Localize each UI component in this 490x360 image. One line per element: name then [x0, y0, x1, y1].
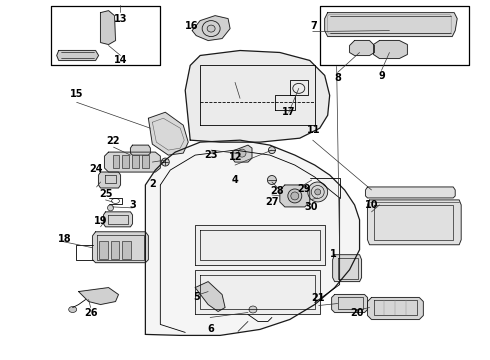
- Text: 6: 6: [207, 324, 214, 334]
- Text: 26: 26: [84, 308, 98, 318]
- Text: 23: 23: [204, 150, 218, 160]
- Text: 11: 11: [307, 125, 320, 135]
- Polygon shape: [373, 41, 407, 58]
- Polygon shape: [366, 187, 455, 198]
- Text: 19: 19: [94, 216, 108, 226]
- Polygon shape: [98, 172, 121, 188]
- Text: 30: 30: [304, 202, 318, 212]
- Polygon shape: [185, 50, 330, 142]
- Text: 28: 28: [270, 186, 284, 196]
- Polygon shape: [195, 282, 225, 311]
- Polygon shape: [93, 232, 148, 263]
- Text: 15: 15: [70, 89, 83, 99]
- Bar: [122, 241, 131, 259]
- Text: 27: 27: [265, 197, 279, 207]
- Text: 3: 3: [129, 200, 136, 210]
- Ellipse shape: [288, 189, 302, 203]
- Text: 29: 29: [297, 184, 310, 194]
- Ellipse shape: [161, 158, 169, 166]
- Polygon shape: [195, 225, 325, 265]
- Text: 8: 8: [334, 73, 341, 83]
- Polygon shape: [332, 294, 368, 312]
- Ellipse shape: [207, 25, 215, 32]
- Text: 4: 4: [232, 175, 239, 185]
- Bar: [98, 241, 107, 259]
- Polygon shape: [104, 152, 160, 172]
- Text: 25: 25: [99, 189, 113, 199]
- Bar: [111, 241, 120, 259]
- Text: 2: 2: [149, 179, 156, 189]
- Text: 5: 5: [193, 292, 199, 302]
- Text: 16: 16: [185, 21, 198, 31]
- Bar: [132, 155, 140, 168]
- Ellipse shape: [249, 306, 257, 313]
- Ellipse shape: [315, 189, 321, 195]
- Text: 14: 14: [114, 55, 127, 65]
- Polygon shape: [195, 270, 319, 315]
- Bar: [143, 155, 149, 168]
- Polygon shape: [232, 145, 252, 162]
- Polygon shape: [130, 145, 150, 155]
- Polygon shape: [192, 15, 230, 41]
- Ellipse shape: [268, 176, 276, 184]
- Ellipse shape: [69, 306, 76, 312]
- Polygon shape: [148, 112, 188, 155]
- Text: 24: 24: [89, 164, 103, 174]
- Polygon shape: [78, 288, 119, 305]
- Text: 13: 13: [114, 14, 127, 24]
- Text: 1: 1: [329, 248, 336, 258]
- Polygon shape: [103, 212, 132, 227]
- Text: 9: 9: [378, 71, 385, 81]
- Ellipse shape: [291, 192, 299, 200]
- Text: 21: 21: [312, 293, 325, 303]
- Polygon shape: [368, 298, 423, 319]
- Ellipse shape: [308, 182, 328, 202]
- Text: 10: 10: [365, 200, 379, 210]
- Bar: [122, 155, 129, 168]
- Polygon shape: [57, 50, 98, 60]
- Ellipse shape: [107, 205, 114, 211]
- Polygon shape: [280, 185, 310, 207]
- Polygon shape: [333, 255, 362, 282]
- Bar: [113, 155, 120, 168]
- Text: 20: 20: [350, 308, 364, 318]
- Text: 18: 18: [58, 234, 71, 244]
- Polygon shape: [349, 41, 374, 55]
- Polygon shape: [325, 13, 457, 37]
- Text: 12: 12: [228, 152, 242, 162]
- Polygon shape: [100, 11, 116, 45]
- Ellipse shape: [238, 149, 246, 157]
- Polygon shape: [146, 140, 360, 336]
- Text: 7: 7: [310, 21, 317, 31]
- Ellipse shape: [269, 147, 275, 154]
- Polygon shape: [368, 200, 461, 245]
- Text: 22: 22: [106, 136, 120, 145]
- Text: 17: 17: [282, 107, 295, 117]
